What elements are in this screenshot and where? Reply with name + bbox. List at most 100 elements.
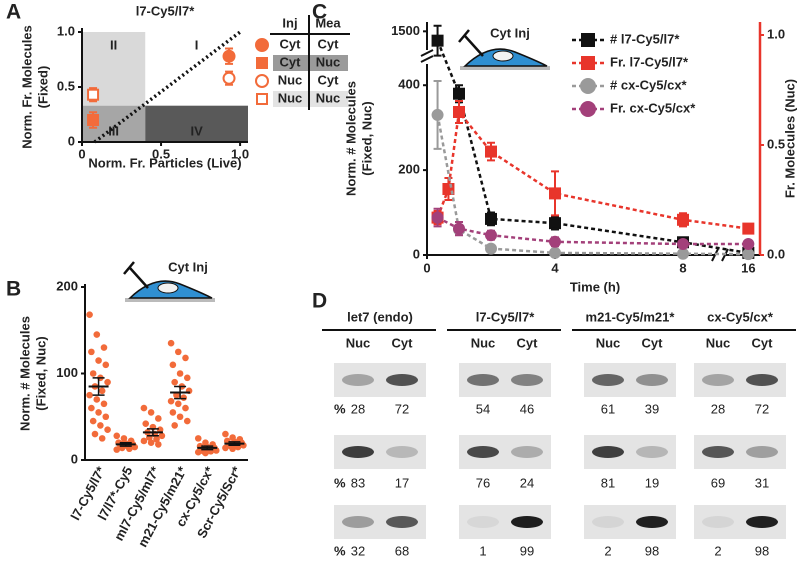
blot-band (342, 516, 374, 528)
legend-marker (256, 57, 268, 69)
percent-label: % (334, 401, 346, 416)
marker (453, 106, 465, 118)
percent-value: 2 (604, 543, 611, 558)
legend-label: # l7-Cy5/l7* (610, 31, 680, 46)
x-tick-label: 0 (423, 260, 430, 275)
blot-band (467, 516, 499, 528)
percent-value: 98 (755, 543, 769, 558)
y-tick-label: 1500 (391, 23, 420, 38)
marker (742, 238, 755, 250)
percent-value: 31 (755, 475, 769, 490)
blot-band (636, 446, 668, 458)
marker (742, 248, 755, 261)
legend-label: Cyt (280, 54, 302, 69)
data-point (142, 420, 150, 427)
legend-label: Nuc (316, 54, 341, 69)
percent-value: 76 (476, 475, 490, 490)
blot-band (467, 374, 499, 386)
column-header: Cyt (642, 335, 664, 350)
x-axis-label: Norm. Fr. Particles (Live) (88, 155, 241, 170)
blot-band (386, 516, 418, 528)
y-axis-label: Norm. # Molecules (17, 316, 32, 431)
data-point (89, 370, 97, 377)
blot-band (511, 516, 543, 528)
y2-tick-label: 0.5 (767, 136, 785, 151)
legend-label: Cyt (318, 36, 340, 51)
marker (87, 114, 100, 126)
blot-band (636, 374, 668, 386)
cell-dish (460, 66, 550, 70)
x-tick-label: 1.0 (231, 146, 249, 161)
percent-label: % (334, 475, 346, 490)
data-point (171, 378, 178, 386)
x-tick-label: 0.5 (152, 146, 170, 161)
x-tick-label: 0 (78, 146, 85, 161)
y-tick-label: 1.0 (57, 23, 75, 38)
region (145, 105, 248, 142)
data-point (167, 397, 175, 405)
y2-tick-label: 0.0 (767, 246, 785, 261)
legend-header: Inj (282, 15, 297, 30)
data-point (100, 344, 108, 351)
x-tick-label: 4 (551, 260, 559, 275)
data-point (222, 444, 229, 452)
marker (431, 108, 444, 121)
column-header: Cyt (392, 335, 414, 350)
blot-band (592, 374, 624, 386)
series-line (437, 216, 749, 246)
y-axis-label: (Fixed, Nuc) (359, 101, 374, 175)
cell-nucleus (492, 50, 514, 62)
legend-label: Nuc (316, 90, 341, 105)
data-point (183, 417, 191, 425)
x-tick-label: 8 (679, 260, 686, 275)
legend-row (273, 91, 348, 107)
region-label: II (110, 37, 117, 52)
panel-letter: A (6, 1, 21, 24)
percent-value: 28 (351, 401, 365, 416)
y-axis-label: (Fixed, Nuc) (33, 336, 48, 410)
data-point (153, 435, 160, 443)
syringe (458, 29, 484, 57)
data-point (93, 331, 101, 338)
data-point (169, 361, 177, 369)
blot-band (702, 516, 734, 528)
cell-nucleus (157, 282, 179, 294)
percent-value: 83 (351, 475, 365, 490)
y-tick-label: 0.5 (57, 78, 75, 93)
error-bar (174, 385, 187, 400)
series-line (436, 108, 749, 230)
legend-label: # cx-Cy5/cx* (610, 77, 688, 92)
marker (222, 49, 236, 63)
column-header: Nuc (706, 335, 731, 350)
legend-marker (580, 78, 596, 94)
data-point (147, 439, 155, 447)
legend-row (273, 55, 348, 71)
cell-icon (458, 29, 550, 70)
marker (549, 187, 561, 200)
percent-value: 69 (711, 475, 725, 490)
marker (549, 217, 561, 230)
percent-value: 81 (601, 475, 615, 490)
marker (431, 211, 444, 224)
y-tick-label: 0 (413, 246, 420, 261)
y2-axis-label: Fr. Molecules (Nuc) (782, 79, 797, 198)
data-point (102, 413, 110, 421)
legend-header: Mea (315, 15, 341, 30)
data-point (222, 430, 229, 438)
y-tick-label: 200 (398, 162, 420, 177)
blot-band (386, 446, 418, 458)
percent-value: 28 (711, 401, 725, 416)
percent-value: 46 (520, 401, 534, 416)
data-point (182, 354, 189, 362)
marker (485, 242, 497, 255)
marker (453, 87, 465, 100)
data-point (95, 409, 102, 416)
axis (426, 22, 760, 256)
data-point (176, 370, 184, 377)
y-tick-label: 0 (71, 451, 78, 466)
percent-value: 68 (395, 543, 409, 558)
legend-marker (256, 93, 268, 105)
percent-value: 32 (351, 543, 365, 558)
marker (453, 222, 465, 235)
